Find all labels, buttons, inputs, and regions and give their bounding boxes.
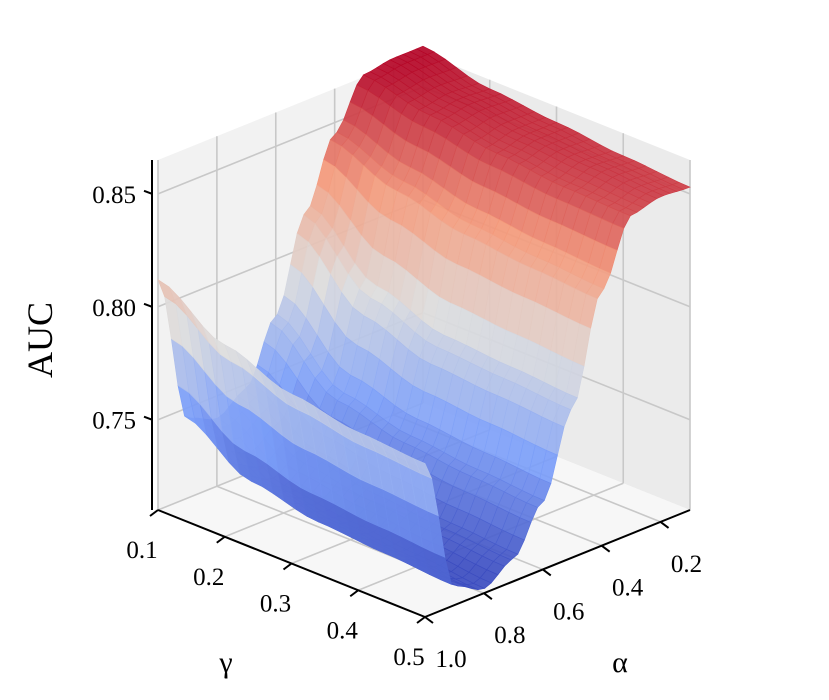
auc-tick-mark [143, 189, 153, 195]
alpha-tick-label: 0.8 [494, 622, 525, 649]
gamma-tick-mark [149, 509, 159, 517]
auc-tick-label: 0.75 [92, 408, 136, 435]
gamma-tick-mark [416, 616, 426, 624]
z-axis-label: AUC [20, 302, 60, 378]
alpha-tick-mark [601, 544, 611, 553]
alpha-tick-mark [483, 592, 493, 601]
gamma-tick-mark [282, 562, 293, 571]
auc-tick-label: 0.80 [92, 295, 136, 322]
surface-patch [413, 458, 433, 479]
gamma-tick-mark [216, 535, 226, 544]
gamma-tick-mark [349, 589, 359, 598]
x-axis-label: α [612, 646, 628, 679]
alpha-tick-label: 0.6 [553, 598, 584, 625]
alpha-tick-label: 1.0 [435, 646, 466, 673]
gamma-tick-label: 0.1 [126, 537, 157, 564]
gamma-tick-label: 0.2 [193, 564, 224, 591]
y-axis-label: γ [218, 646, 232, 679]
gamma-tick-label: 0.3 [260, 591, 291, 618]
surface [157, 45, 691, 591]
alpha-tick-mark [424, 616, 434, 624]
gamma-tick-label: 0.5 [393, 644, 424, 671]
alpha-tick-mark [659, 521, 670, 529]
gamma-tick-label: 0.4 [327, 617, 359, 644]
auc-tick-mark [143, 302, 153, 308]
alpha-tick-label: 0.2 [671, 551, 702, 578]
alpha-tick-label: 0.4 [612, 575, 644, 602]
auc-tick-mark [143, 415, 153, 421]
tick-labels: 0.1 0.2 0.3 0.4 0.5 0.2 0.4 0.6 0.8 1.0 0.75 0.80 0.… [92, 182, 702, 673]
auc-tick-label: 0.85 [92, 182, 136, 209]
alpha-tick-mark [542, 568, 552, 577]
alpha-axis-line [424, 509, 691, 618]
